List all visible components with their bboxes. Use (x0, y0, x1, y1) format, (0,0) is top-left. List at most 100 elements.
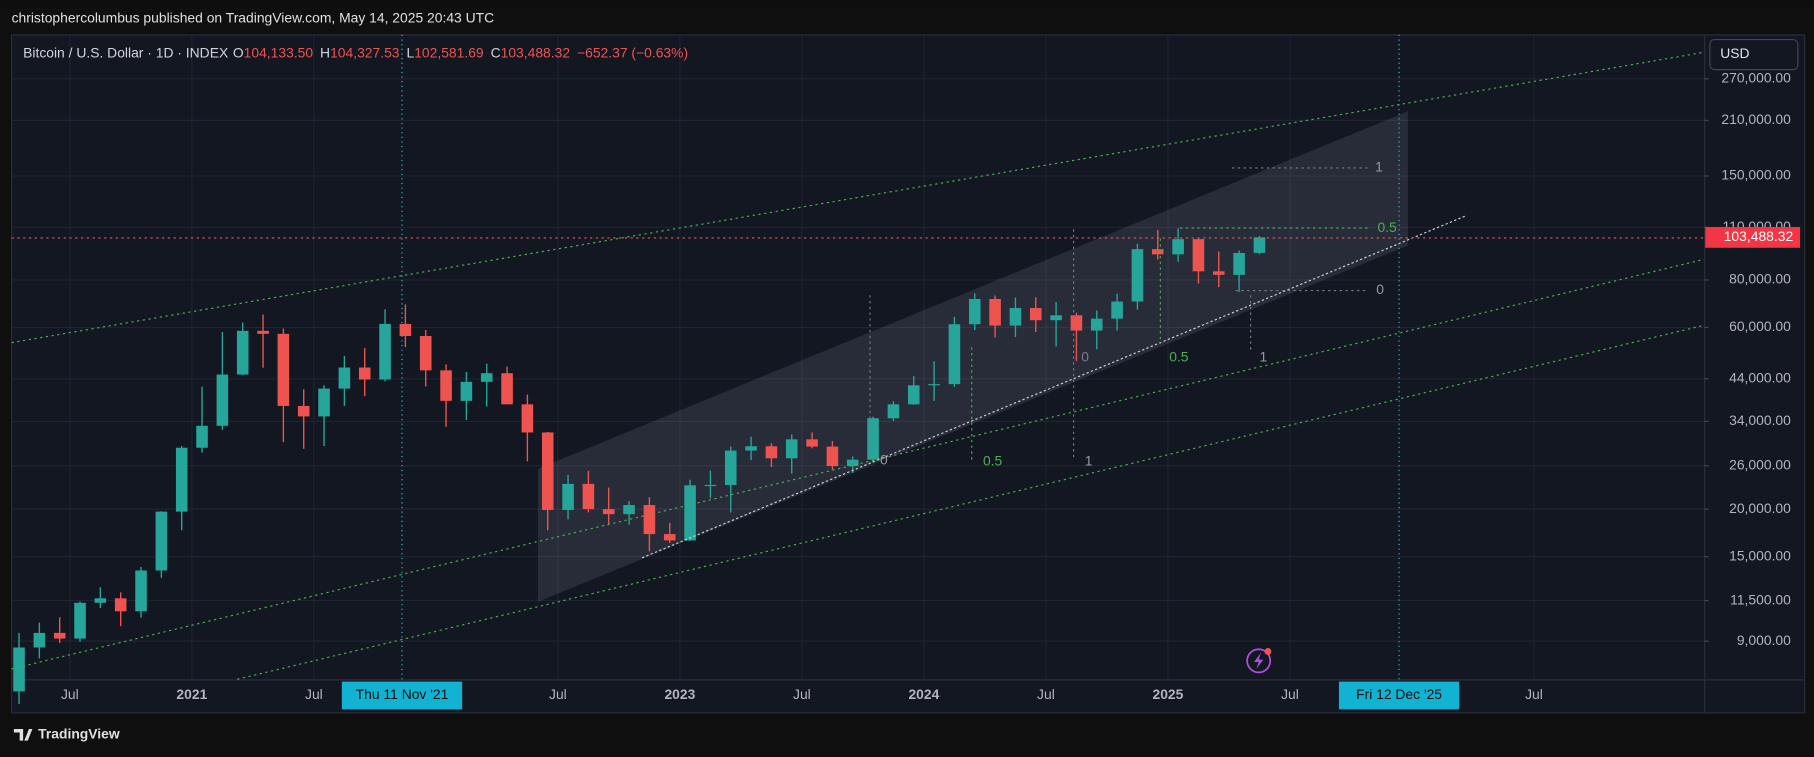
overlay: 9,000.00 11,500.00 15,000.00 20,000.00 26,00… (61, 70, 1801, 710)
candle-body (582, 483, 595, 510)
candle-body (826, 446, 839, 467)
fib-label: 1 (1085, 452, 1093, 468)
candle-body (1233, 252, 1245, 275)
candle-body (765, 446, 778, 459)
candle-body (216, 374, 229, 426)
candles (13, 228, 1266, 705)
candle-body (379, 323, 391, 380)
x-tick-label: 2023 (664, 686, 695, 702)
x-tick-label: 2025 (1152, 686, 1183, 702)
y-tick-label: 270,000.00 (1721, 70, 1791, 86)
candle-body (968, 298, 981, 325)
x-tick-label: Jul (549, 686, 567, 702)
y-tick-label: 150,000.00 (1721, 167, 1791, 183)
y-tick-label: 20,000.00 (1729, 500, 1791, 516)
candle-body (480, 373, 493, 382)
currency-button[interactable] (1709, 38, 1799, 71)
x-tick-label: Jul (1281, 686, 1299, 702)
candle-body (623, 505, 635, 515)
candle-body (562, 483, 574, 510)
candle-body (196, 425, 208, 448)
candle-body (643, 505, 656, 535)
x-tick-label: Jul (61, 686, 79, 702)
candle-body (318, 388, 330, 417)
last-price-label: 103,488.32 (1724, 228, 1794, 244)
x-tick-label: Jul (1037, 686, 1055, 702)
chart-pane (10, 34, 1806, 714)
candle-body (846, 459, 859, 467)
fib-label: 1 (1259, 348, 1267, 364)
publish-header: christophercolumbus published on Trading… (12, 9, 495, 25)
candle-body (663, 534, 676, 541)
candle-body (745, 446, 757, 451)
candle-body (867, 418, 879, 460)
candle-body (602, 509, 615, 515)
trend-line (11, 258, 1705, 670)
candle-body (1029, 308, 1042, 321)
candle-body (135, 570, 147, 612)
candle-body (1070, 315, 1083, 331)
candle-body (277, 333, 290, 406)
trend-line (11, 51, 1705, 344)
candle-body (399, 323, 412, 336)
candle-body (1151, 249, 1164, 255)
candle-body (175, 447, 188, 512)
legend-item: 102,581.69 (414, 44, 484, 60)
alert-icon[interactable] (1246, 648, 1272, 674)
last-price-box (1705, 226, 1801, 248)
candle-body (724, 450, 737, 485)
candle-body (948, 324, 961, 385)
legend-item: L (406, 44, 414, 60)
legend-item: Bitcoin / U.S. Dollar · 1D · INDEX (23, 44, 228, 60)
candle-body (53, 632, 66, 639)
legend-item: C (491, 44, 501, 60)
x-tick-label: Jul (793, 686, 811, 702)
candle-body (114, 598, 127, 612)
fib-label: 0.5 (1169, 348, 1189, 364)
y-tick-label: 60,000.00 (1729, 318, 1791, 334)
x-tick-label: Jul (305, 686, 323, 702)
alert-icon-bolt[interactable] (1254, 652, 1264, 669)
crosshair-label: Fri 12 Dec '25 (1356, 686, 1442, 702)
fib-label: 0 (1081, 348, 1089, 364)
candle-body (785, 439, 798, 459)
candle-body (1192, 239, 1205, 272)
candle-body (501, 373, 513, 405)
currency-button-label[interactable]: USD (1720, 45, 1749, 61)
candle-body (419, 335, 432, 371)
legend-item: −652.37 (−0.63%) (577, 44, 688, 60)
fib-label: 0.5 (983, 452, 1003, 468)
legend-item: H (320, 44, 330, 60)
candle-body (887, 404, 900, 419)
y-tick-label: 15,000.00 (1729, 547, 1791, 563)
legend-item: 104,327.53 (330, 44, 400, 60)
candle-body (928, 384, 940, 386)
candle-body (907, 385, 920, 405)
alert-icon-ring[interactable] (1246, 648, 1272, 674)
crosshair-label-box (1338, 681, 1460, 710)
candle-body (460, 381, 473, 401)
candle-body (33, 632, 46, 648)
y-tick-label: 210,000.00 (1721, 111, 1791, 127)
crosshair-label-box (341, 681, 463, 710)
candle-body (521, 404, 534, 433)
fib-label: 0.5 (1377, 219, 1397, 235)
y-tick-label: 44,000.00 (1729, 369, 1791, 385)
candle-body (74, 602, 86, 639)
candle-body (1131, 249, 1144, 302)
alert-icon-dot (1264, 648, 1272, 655)
x-tick-label: 2024 (908, 686, 939, 702)
candle-body (236, 330, 249, 375)
candle-body (297, 405, 310, 417)
y-tick-label: 34,000.00 (1729, 412, 1791, 428)
crosshair-label: Thu 11 Nov '21 (356, 686, 449, 702)
legend-item: 103,488.32 (501, 44, 571, 60)
x-tick-label: 2021 (176, 686, 207, 702)
candle-body (1090, 318, 1103, 331)
y-tick-label: 80,000.00 (1729, 271, 1791, 287)
fib-label: 1 (1375, 159, 1383, 175)
support-line (641, 214, 1468, 559)
